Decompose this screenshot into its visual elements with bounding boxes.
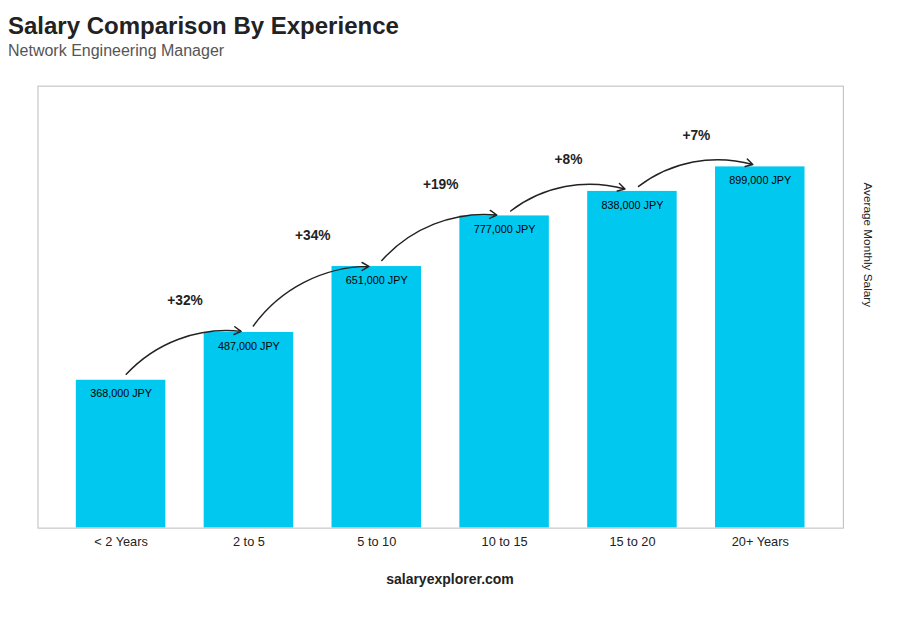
svg-text:+7%: +7% [682,128,710,143]
svg-text:2 to 5: 2 to 5 [233,534,265,549]
svg-text:777,000 JPY: 777,000 JPY [474,223,536,235]
svg-text:+34%: +34% [295,228,331,243]
svg-text:20+ Years: 20+ Years [732,534,789,549]
html-text:salary explorer.com: salary explorer.com [386,570,514,587]
svg-text:10 to 15: 10 to 15 [482,534,528,549]
svg-text:899,000 JPY: 899,000 JPY [729,174,791,186]
svg-text:368,000 JPY: 368,000 JPY [90,387,152,399]
svg-text:487,000 JPY: 487,000 JPY [218,340,280,352]
svg-text:+19%: +19% [423,177,459,192]
svg-text:651,000 JPY: 651,000 JPY [346,274,408,286]
svg-text:5 to 10: 5 to 10 [357,534,396,549]
html-text:Network Engineering Manager: Network Engineering Manager [8,42,225,59]
html-text:Salary Comparison By Experienc: Salary Comparison By Experience [8,12,399,39]
svg-text:< 2 Years: < 2 Years [94,534,148,549]
svg-text:Average Monthly Salary: Average Monthly Salary [862,182,875,307]
svg-text:+8%: +8% [555,152,583,167]
svg-text:838,000 JPY: 838,000 JPY [602,199,664,211]
svg-text:15 to 20: 15 to 20 [609,534,655,549]
svg-text:+32%: +32% [167,293,203,308]
